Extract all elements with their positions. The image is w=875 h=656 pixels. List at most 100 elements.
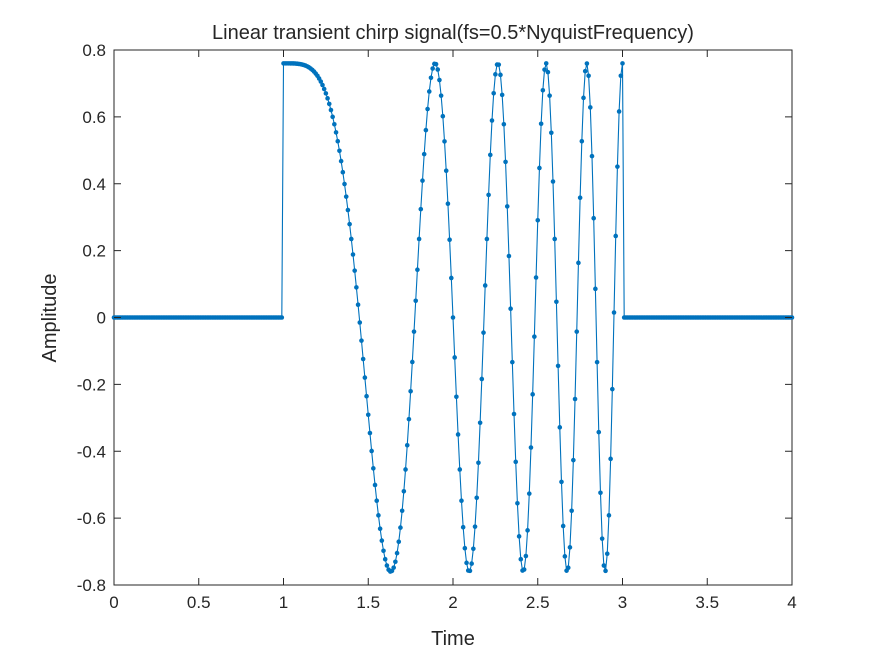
data-point xyxy=(457,467,463,472)
data-point xyxy=(576,260,581,266)
x-tick-label: 2.5 xyxy=(526,593,550,612)
data-point xyxy=(347,221,352,227)
data-point xyxy=(476,460,481,466)
data-point xyxy=(338,158,344,164)
data-point xyxy=(394,550,400,556)
data-point xyxy=(498,72,503,78)
data-point xyxy=(525,528,530,533)
data-point xyxy=(411,329,417,334)
y-axis-label: Amplitude xyxy=(39,274,61,363)
data-point xyxy=(447,237,452,243)
data-point xyxy=(550,179,556,184)
data-point xyxy=(445,201,451,207)
data-point xyxy=(601,563,607,568)
data-point xyxy=(349,236,354,242)
data-point xyxy=(496,62,502,67)
data-point xyxy=(326,101,332,107)
data-point xyxy=(364,393,369,399)
data-point xyxy=(401,489,407,494)
data-point xyxy=(425,106,430,112)
data-point xyxy=(433,61,439,67)
data-point xyxy=(543,61,549,66)
data-point xyxy=(279,315,285,320)
data-point xyxy=(320,82,325,88)
x-tick-label: 0.5 xyxy=(187,593,211,612)
data-point xyxy=(450,315,456,320)
data-point xyxy=(365,412,371,418)
data-point xyxy=(354,285,359,290)
data-point xyxy=(325,96,330,101)
data-point xyxy=(608,456,613,462)
y-tick-label: -0.8 xyxy=(77,576,106,595)
data-point xyxy=(516,534,522,539)
data-point xyxy=(404,443,410,448)
data-point xyxy=(559,479,564,485)
data-point xyxy=(410,359,415,365)
data-point xyxy=(557,425,563,430)
y-tick-label: -0.6 xyxy=(77,509,106,528)
data-point xyxy=(384,563,390,568)
data-point xyxy=(603,568,608,574)
data-point xyxy=(357,320,363,325)
data-point xyxy=(477,420,483,426)
data-point xyxy=(540,87,546,93)
data-point xyxy=(599,536,605,541)
data-point xyxy=(565,565,571,570)
data-point xyxy=(430,66,435,71)
x-tick-label: 3 xyxy=(618,593,627,612)
data-point xyxy=(572,396,578,402)
y-tick-label: 0.4 xyxy=(82,175,106,194)
data-point xyxy=(513,459,519,465)
data-point xyxy=(538,121,544,127)
data-point xyxy=(577,195,583,201)
y-tick-label: -0.4 xyxy=(77,442,106,461)
data-point xyxy=(515,500,520,506)
data-point xyxy=(452,355,457,360)
data-point xyxy=(471,546,476,552)
data-point xyxy=(613,233,619,239)
data-point xyxy=(506,253,512,259)
data-point xyxy=(467,568,473,574)
data-point xyxy=(615,164,620,169)
data-point xyxy=(421,151,427,157)
data-point xyxy=(598,490,603,496)
data-point xyxy=(508,306,513,312)
data-point xyxy=(398,525,403,530)
data-point xyxy=(413,298,419,304)
data-point xyxy=(399,508,405,514)
data-point xyxy=(343,194,349,199)
data-point xyxy=(610,386,615,392)
x-tick-label: 4 xyxy=(787,593,796,612)
data-point xyxy=(443,168,449,174)
data-point xyxy=(426,89,432,94)
data-point xyxy=(420,178,425,183)
data-point xyxy=(554,299,559,305)
data-point xyxy=(581,95,586,101)
x-tick-label: 0 xyxy=(109,593,118,612)
data-point xyxy=(337,148,342,154)
series-layer xyxy=(111,61,795,574)
data-point xyxy=(345,207,351,213)
data-point xyxy=(332,121,337,127)
data-point xyxy=(435,67,441,72)
data-point xyxy=(560,523,566,529)
data-point xyxy=(330,114,335,120)
data-point xyxy=(510,359,515,365)
data-point xyxy=(532,334,537,339)
data-point xyxy=(535,217,541,223)
data-point xyxy=(438,93,444,98)
data-point xyxy=(403,467,408,472)
chart-title: Linear transient chirp signal(fs=0.5*Nyq… xyxy=(212,22,694,44)
data-point xyxy=(355,302,361,308)
data-point xyxy=(418,206,424,212)
data-point xyxy=(562,554,568,559)
y-tick-label: -0.2 xyxy=(77,375,106,394)
data-point xyxy=(455,432,461,437)
data-point xyxy=(489,118,495,123)
data-point xyxy=(396,539,402,545)
data-point xyxy=(391,565,396,570)
data-point xyxy=(586,73,591,79)
data-point xyxy=(552,236,557,242)
